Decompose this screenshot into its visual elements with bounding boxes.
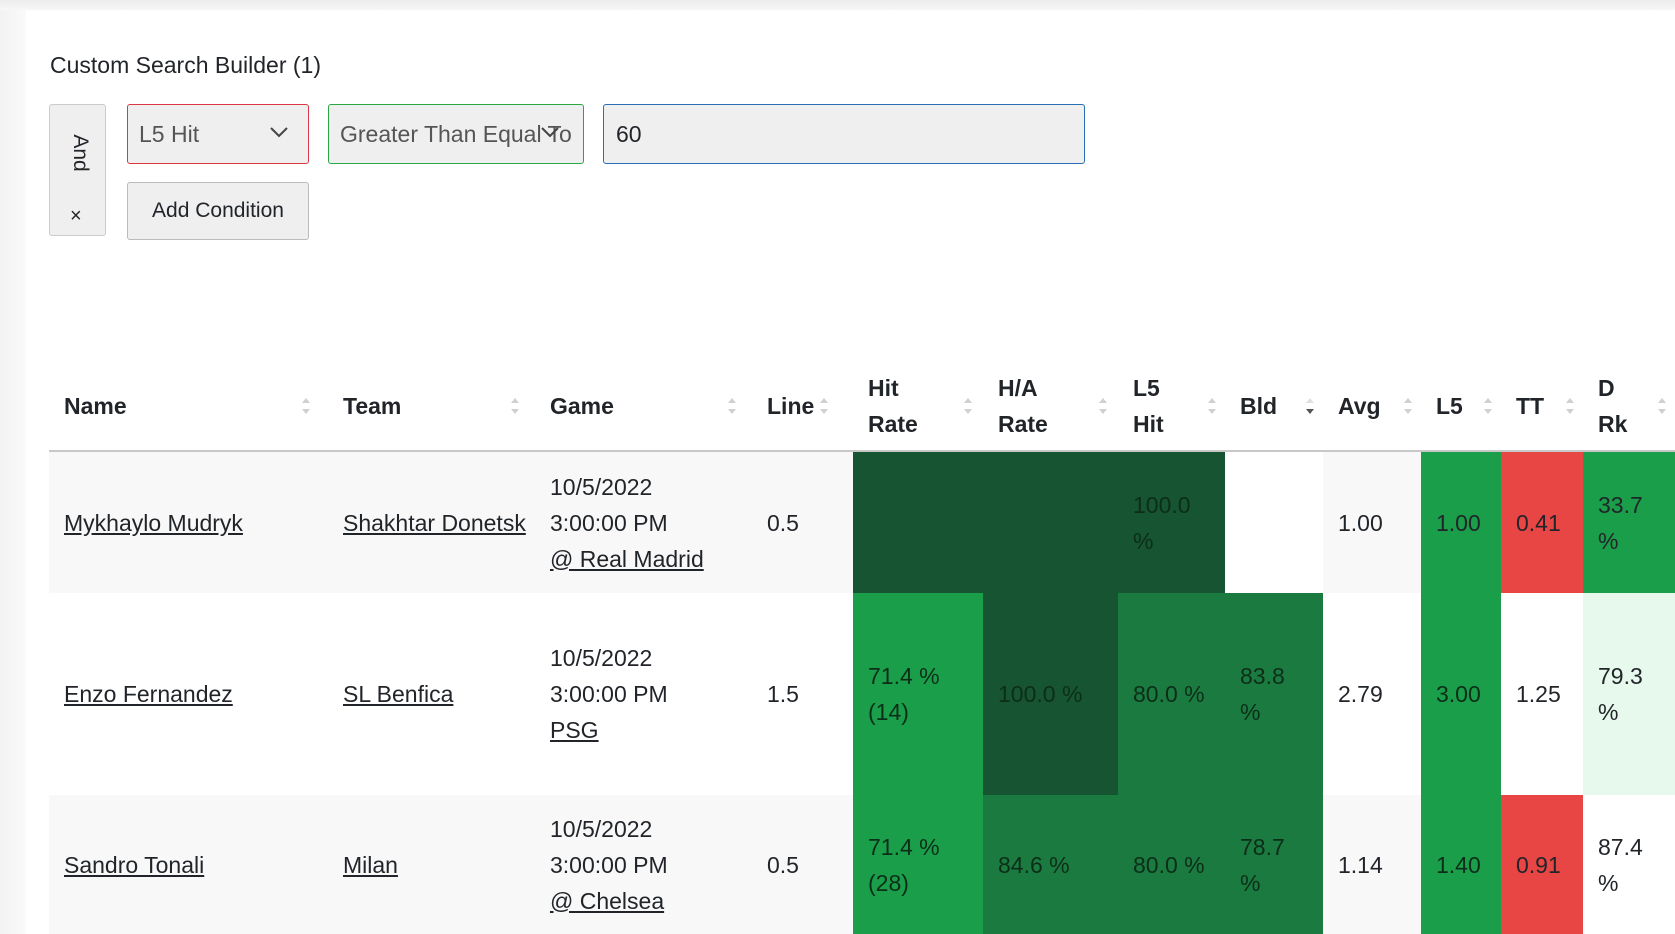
col-header-ha-rate[interactable]: H/A Rate xyxy=(983,362,1116,450)
ha-rate-cell: 100.0 % xyxy=(983,593,1118,795)
sort-icon xyxy=(728,398,736,414)
sort-icon xyxy=(964,398,972,414)
l5-hit-cell: 80.0 % xyxy=(1118,795,1225,934)
tt-cell: 0.41 xyxy=(1501,452,1583,593)
col-header-label: TT xyxy=(1516,393,1545,419)
bld-cell xyxy=(1225,452,1323,593)
hit-rate-cell: 71.4 % (28) xyxy=(853,795,983,934)
condition-select-value: Greater Than Equal To xyxy=(340,121,572,147)
tt-cell: 1.25 xyxy=(1501,593,1583,795)
remove-criteria-icon[interactable]: × xyxy=(70,205,82,227)
left-gutter xyxy=(0,10,26,934)
condition-select[interactable]: Greater Than Equal To xyxy=(328,104,584,164)
l5-hit-cell: 80.0 % xyxy=(1118,593,1225,795)
table-row: Mykhaylo Mudryk Shakhtar Donetsk 10/5/20… xyxy=(49,452,1675,593)
field-select-value: L5 Hit xyxy=(139,121,200,147)
col-header-name[interactable]: Name xyxy=(49,362,319,450)
d-rk-cell: 87.4 % xyxy=(1583,795,1675,934)
hit-rate-cell: 71.4 % (14) xyxy=(853,593,983,795)
col-header-label: Game xyxy=(550,393,614,419)
col-header-label: Line xyxy=(767,393,815,419)
col-header-label: Bld xyxy=(1240,393,1278,419)
sort-icon xyxy=(511,398,519,414)
col-header-label: Team xyxy=(343,393,402,419)
player-name-link[interactable]: Enzo Fernandez xyxy=(64,681,233,707)
sort-icon xyxy=(1658,398,1666,414)
sort-icon xyxy=(302,398,310,414)
game-cell: 10/5/2022 3:00:00 PM PSG xyxy=(535,593,745,795)
col-header-label: L5 xyxy=(1436,393,1463,419)
sort-icon xyxy=(1099,398,1107,414)
game-cell: 10/5/2022 3:00:00 PM @ Chelsea xyxy=(535,795,745,934)
logic-toggle-button[interactable]: And × xyxy=(49,104,106,236)
sort-icon xyxy=(1208,398,1216,414)
team-link[interactable]: Shakhtar Donetsk xyxy=(343,509,526,536)
l5-cell: 1.40 xyxy=(1421,795,1501,934)
table-row: Sandro Tonali Milan 10/5/2022 3:00:00 PM… xyxy=(49,795,1675,934)
col-header-bld[interactable]: Bld xyxy=(1225,362,1323,450)
table-row: Enzo Fernandez SL Benfica 10/5/2022 3:00… xyxy=(49,593,1675,795)
field-select[interactable]: L5 Hit xyxy=(127,104,309,164)
search-builder-title: Custom Search Builder (1) xyxy=(50,52,321,78)
avg-cell: 1.14 xyxy=(1338,851,1383,878)
sort-desc-icon xyxy=(1306,398,1314,414)
opponent-link[interactable]: @ Real Madrid xyxy=(550,545,704,572)
col-header-label: Name xyxy=(64,393,127,419)
top-toolbar-strip xyxy=(0,0,1675,10)
col-header-d-rk[interactable]: D Rk xyxy=(1583,362,1675,450)
col-header-hit-rate[interactable]: Hit Rate xyxy=(853,362,981,450)
add-condition-button[interactable]: Add Condition xyxy=(127,182,309,240)
col-header-game[interactable]: Game xyxy=(535,362,745,450)
chevron-down-icon xyxy=(270,127,288,138)
col-header-l5-hit[interactable]: L5 Hit xyxy=(1118,362,1225,450)
tt-cell: 0.91 xyxy=(1501,795,1583,934)
l5-cell: 1.00 xyxy=(1421,452,1501,593)
col-header-label: L5 Hit xyxy=(1133,375,1164,437)
bld-cell: 83.8 % xyxy=(1225,593,1323,795)
ha-rate-cell: 84.6 % xyxy=(983,795,1118,934)
col-header-label: H/A Rate xyxy=(998,375,1048,437)
game-time: 3:00:00 PM xyxy=(550,851,668,878)
value-input[interactable] xyxy=(603,104,1085,164)
l5-hit-cell: 100.0 % xyxy=(1118,452,1225,593)
game-date: 10/5/2022 xyxy=(550,645,653,671)
bld-cell: 78.7 % xyxy=(1225,795,1323,934)
col-header-line[interactable]: Line xyxy=(752,362,837,450)
avg-cell: 1.00 xyxy=(1338,509,1383,536)
sort-icon xyxy=(820,398,828,414)
player-name-link[interactable]: Sandro Tonali xyxy=(64,851,205,878)
game-time: 3:00:00 PM xyxy=(550,509,668,536)
sort-icon xyxy=(1566,398,1574,414)
chevron-down-icon xyxy=(541,127,559,138)
game-time: 3:00:00 PM xyxy=(550,681,668,707)
d-rk-cell: 79.3 % xyxy=(1583,593,1675,795)
line-cell: 1.5 xyxy=(767,681,799,707)
col-header-tt[interactable]: TT xyxy=(1501,362,1583,450)
col-header-l5[interactable]: L5 xyxy=(1421,362,1501,450)
opponent-link[interactable]: @ Chelsea xyxy=(550,887,665,914)
game-date: 10/5/2022 xyxy=(550,815,653,842)
l5-cell: 3.00 xyxy=(1421,593,1501,795)
line-cell: 0.5 xyxy=(767,509,799,536)
player-name-link[interactable]: Mykhaylo Mudryk xyxy=(64,509,243,536)
opponent-link[interactable]: PSG xyxy=(550,717,599,743)
col-header-label: Hit Rate xyxy=(868,375,918,437)
sort-icon xyxy=(1404,398,1412,414)
hit-rate-cell xyxy=(853,452,983,593)
col-header-label: Avg xyxy=(1338,393,1381,419)
line-cell: 0.5 xyxy=(767,851,799,878)
col-header-label: D Rk xyxy=(1598,375,1628,437)
team-link[interactable]: SL Benfica xyxy=(343,681,454,707)
header-divider xyxy=(49,450,1675,452)
d-rk-cell: 33.7 % xyxy=(1583,452,1675,593)
ha-rate-cell xyxy=(983,452,1118,593)
col-header-avg[interactable]: Avg xyxy=(1323,362,1421,450)
game-cell: 10/5/2022 3:00:00 PM @ Real Madrid xyxy=(535,452,745,593)
avg-cell: 2.79 xyxy=(1338,681,1383,707)
col-header-team[interactable]: Team xyxy=(328,362,528,450)
game-date: 10/5/2022 xyxy=(550,473,653,500)
sort-icon xyxy=(1484,398,1492,414)
logic-label: And xyxy=(69,134,92,172)
team-link[interactable]: Milan xyxy=(343,851,398,878)
